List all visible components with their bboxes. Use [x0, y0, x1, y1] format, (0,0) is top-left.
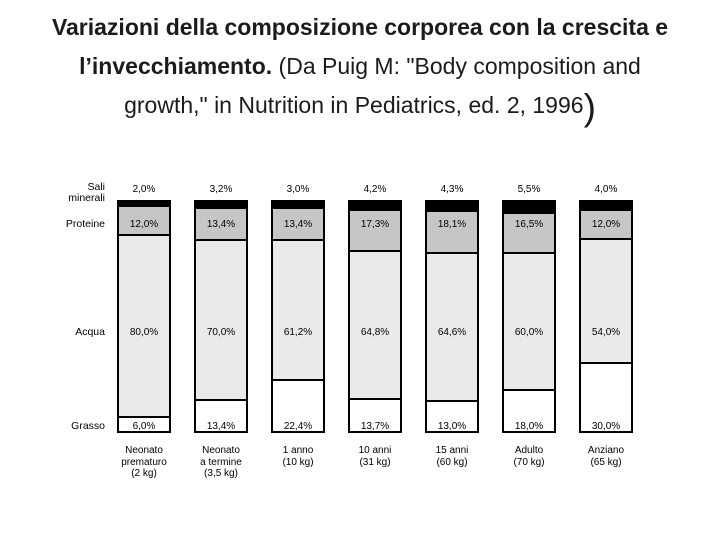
segment-proteine [273, 208, 323, 239]
segment-grasso [581, 361, 631, 431]
bar-column: 4,0% 12,0% 54,0% 30,0% Anziano (65 kg) [579, 172, 633, 502]
fat-value-label: 30,0% [591, 421, 621, 432]
stacked-bar [194, 200, 248, 433]
fat-value-label: 6,0% [132, 421, 156, 432]
minerals-value-label: 3,2% [209, 184, 233, 195]
segment-acqua [427, 252, 477, 400]
category-label: Neonato a termine (3,5 kg) [200, 445, 242, 479]
segment-proteine [196, 209, 246, 240]
water-value-label: 64,8% [360, 327, 390, 338]
row-label-sali-minerali: Sali minerali [68, 181, 105, 204]
protein-value-label: 17,3% [360, 219, 390, 230]
water-value-label: 61,2% [283, 327, 313, 338]
segment-grasso [504, 388, 554, 431]
row-label-grasso: Grasso [71, 420, 105, 432]
segment-sali-minerali [581, 202, 631, 211]
fat-value-label: 13,7% [360, 421, 390, 432]
water-value-label: 80,0% [129, 327, 159, 338]
row-label-acqua: Acqua [75, 326, 105, 338]
segment-proteine [427, 211, 477, 253]
water-value-label: 54,0% [591, 327, 621, 338]
segment-grasso [273, 378, 323, 432]
segment-sali-minerali [273, 202, 323, 209]
stacked-bar [502, 200, 556, 433]
segment-sali-minerali [427, 202, 477, 212]
segment-acqua [581, 238, 631, 362]
segment-sali-minerali [504, 202, 554, 215]
minerals-value-label: 4,2% [363, 184, 387, 195]
fat-value-label: 18,0% [514, 421, 544, 432]
bar-column: 5,5% 16,5% 60,0% 18,0% Adulto (70 kg) [502, 172, 556, 502]
segment-grasso [119, 415, 169, 431]
stacked-bar [271, 200, 325, 433]
protein-value-label: 18,1% [437, 219, 467, 230]
category-label: Anziano (65 kg) [587, 445, 625, 468]
category-label: Neonato prematuro (2 kg) [121, 445, 167, 479]
water-value-label: 70,0% [206, 327, 236, 338]
fat-value-label: 22,4% [283, 421, 313, 432]
category-label: 15 anni (60 kg) [435, 445, 469, 468]
slide-title: Variazioni della composizione corporea c… [10, 8, 710, 128]
segment-proteine [504, 214, 554, 252]
body-composition-chart: Sali minerali Proteine Acqua Grasso 2,0%… [35, 172, 695, 502]
fat-value-label: 13,0% [437, 421, 467, 432]
stacked-bar [579, 200, 633, 433]
segment-acqua [504, 251, 554, 389]
protein-value-label: 12,0% [129, 219, 159, 230]
category-label: 1 anno (10 kg) [282, 445, 314, 468]
title-line-2: l’invecchiamento. (Da Puig M: "Body comp… [10, 47, 710, 86]
segment-acqua [350, 250, 400, 399]
segment-acqua [273, 238, 323, 379]
segment-sali-minerali [196, 202, 246, 210]
title-bold-part-2: l’invecchiamento. [79, 53, 273, 79]
segment-grasso [196, 398, 246, 432]
title-citation-part-2: growth," in Nutrition in Pediatrics, ed.… [124, 92, 584, 118]
protein-value-label: 13,4% [206, 219, 236, 230]
segment-sali-minerali [350, 202, 400, 212]
protein-value-label: 13,4% [283, 219, 313, 230]
segment-acqua [119, 233, 169, 416]
title-line-3: growth," in Nutrition in Pediatrics, ed.… [10, 86, 710, 128]
minerals-value-label: 2,0% [132, 184, 156, 195]
bar-column: 4,2% 17,3% 64,8% 13,7% 10 anni (31 kg) [348, 172, 402, 502]
fat-value-label: 13,4% [206, 421, 236, 432]
water-value-label: 60,0% [514, 327, 544, 338]
row-label-proteine: Proteine [65, 218, 105, 230]
title-bold-part-1: Variazioni della composizione corporea c… [51, 14, 669, 40]
minerals-value-label: 4,3% [440, 184, 464, 195]
bar-column: 4,3% 18,1% 64,6% 13,0% 15 anni (60 kg) [425, 172, 479, 502]
stacked-bar [348, 200, 402, 433]
minerals-value-label: 3,0% [286, 184, 310, 195]
segment-sali-minerali [119, 202, 169, 207]
category-label: Adulto (70 kg) [513, 445, 545, 468]
bar-column: 2,0% 12,0% 80,0% 6,0% Neonato prematuro … [117, 172, 171, 502]
category-label: 10 anni (31 kg) [358, 445, 392, 468]
segment-proteine [350, 211, 400, 251]
segment-proteine [119, 206, 169, 234]
minerals-value-label: 4,0% [594, 184, 618, 195]
segment-acqua [196, 239, 246, 399]
segment-grasso [350, 398, 400, 431]
title-line-1: Variazioni della composizione corporea c… [10, 8, 710, 47]
water-value-label: 64,6% [437, 327, 467, 338]
protein-value-label: 16,5% [514, 219, 544, 230]
bar-column: 3,2% 13,4% 70,0% 13,4% Neonato a termine… [194, 172, 248, 502]
title-closing-paren: ) [583, 87, 596, 128]
segment-proteine [581, 211, 631, 238]
stacked-bar [117, 200, 171, 433]
stacked-bar [425, 200, 479, 433]
segment-grasso [427, 399, 477, 431]
minerals-value-label: 5,5% [517, 184, 541, 195]
title-citation-part-1: (Da Puig M: "Body composition and [272, 53, 641, 79]
bar-column: 3,0% 13,4% 61,2% 22,4% 1 anno (10 kg) [271, 172, 325, 502]
protein-value-label: 12,0% [591, 219, 621, 230]
